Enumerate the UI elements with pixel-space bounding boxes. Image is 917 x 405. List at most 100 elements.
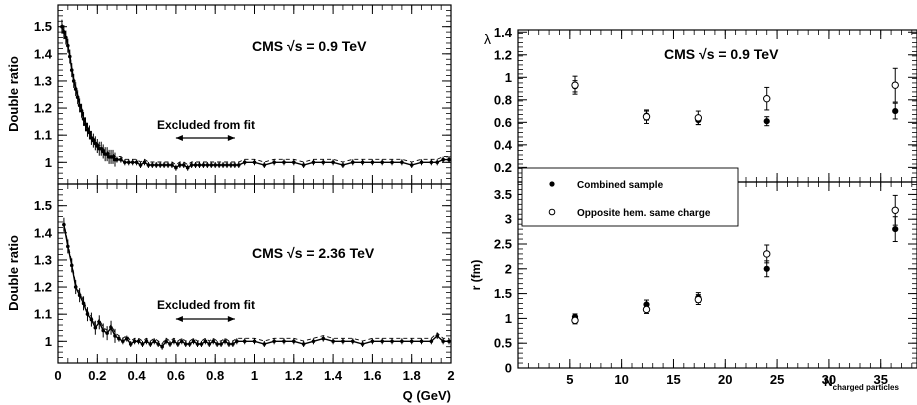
bottom-left-y-ticks: 1 1.1 1.2 1.3 1.4 1.5: [34, 189, 451, 364]
data-point: [272, 160, 276, 165]
data-point: [179, 339, 184, 344]
data-point: [331, 339, 335, 344]
radius-data-points: [571, 194, 899, 325]
data-point: [197, 163, 202, 167]
data-point: [60, 24, 64, 29]
data-point: [181, 163, 186, 167]
top-left-excluded-arrow: [175, 135, 235, 141]
x-tick-label: 1.4: [324, 368, 343, 383]
y-tick-label: 1: [45, 155, 52, 170]
opposite-hem-point: [571, 316, 579, 325]
arrow-head-right: [227, 135, 235, 141]
data-point: [301, 342, 306, 346]
data-point: [390, 339, 394, 344]
data-point: [419, 160, 424, 165]
double-ratio-bottom-panel: 1 1.1 1.2 1.3 1.4 1.5 0 0.2 0.4 0.6 0.8 1 1.2 1.4 1.6…: [6, 183, 455, 403]
data-point: [93, 141, 98, 146]
data-point: [350, 160, 355, 165]
data-point: [162, 163, 166, 167]
y-tick-label: 1.2: [494, 47, 512, 62]
x-tick-label: 30: [822, 372, 836, 387]
x-tick-label: 20: [718, 372, 732, 387]
data-point: [85, 127, 90, 132]
data-point: [242, 160, 247, 165]
x-tick-label: 1.8: [403, 368, 421, 383]
y-tick-label: 1: [45, 334, 52, 349]
combined-sample-point: [892, 107, 899, 115]
x-tick-label: 1.6: [363, 368, 381, 383]
y-tick-label: 0: [505, 361, 512, 376]
data-point: [130, 160, 135, 165]
data-point: [146, 163, 151, 167]
data-point: [213, 163, 217, 167]
data-point: [400, 160, 404, 165]
data-point: [150, 163, 155, 167]
data-point: [93, 325, 98, 330]
y-tick-label: 1.4: [34, 225, 53, 240]
data-point: [115, 157, 119, 162]
data-point: [172, 339, 176, 344]
data-point: [341, 163, 345, 167]
x-tick-label: 35: [873, 372, 887, 387]
x-tick-label: 25: [770, 372, 784, 387]
data-point: [85, 312, 90, 316]
x-tick-label: 10: [614, 372, 628, 387]
x-tick-label: 15: [666, 372, 680, 387]
data-point: [311, 339, 316, 344]
data-point: [140, 342, 145, 346]
data-point: [66, 244, 70, 249]
data-point: [233, 163, 237, 167]
data-point: [144, 339, 149, 344]
top-left-y-axis-label: Double ratio: [6, 56, 21, 132]
opposite-hem-point: [891, 81, 899, 89]
data-point: [203, 339, 208, 344]
y-tick-label: 1.1: [34, 307, 52, 322]
data-point: [187, 342, 192, 346]
data-point: [441, 157, 445, 162]
legend: Combined sample Opposite hem. same charg…: [521, 167, 739, 227]
data-point: [193, 163, 198, 167]
bottom-left-plot-frame: [57, 183, 452, 364]
data-point: [101, 328, 105, 333]
data-point: [64, 35, 68, 40]
legend-item-opposite: Opposite hem. same charge: [577, 208, 711, 219]
data-point: [128, 342, 133, 346]
data-point: [252, 160, 257, 165]
combined-sample-point: [892, 226, 899, 233]
data-point: [201, 163, 206, 167]
data-point: [160, 344, 164, 349]
arrow-head-left: [175, 316, 183, 322]
data-point: [229, 163, 233, 167]
data-point: [69, 263, 74, 268]
fit-band-upper: [63, 221, 449, 345]
legend-box: [521, 167, 739, 227]
data-point: [380, 160, 385, 165]
data-point: [195, 342, 200, 346]
lambda-y-axis-label: λ: [484, 31, 491, 47]
data-point: [168, 342, 172, 346]
data-point: [105, 152, 109, 156]
y-tick-label: 1.3: [34, 252, 52, 267]
lambda-y-ticks: 0.2 0.4 0.6 0.8 1 1.2 1.4: [494, 25, 917, 183]
data-point: [77, 293, 82, 297]
data-point: [73, 285, 78, 289]
bottom-left-y-axis-label: Double ratio: [6, 235, 21, 311]
data-point: [166, 163, 170, 167]
data-point: [209, 163, 214, 167]
data-point: [441, 339, 445, 344]
top-left-excluded-label: Excluded from fit: [157, 118, 255, 132]
data-point: [292, 339, 296, 344]
data-point: [81, 117, 86, 121]
data-point: [191, 339, 196, 344]
bottom-left-x-ticks: 0 0.2 0.4 0.6 0.8 1 1.2 1.4 1.6 1.8 2: [54, 184, 455, 383]
data-point: [77, 103, 82, 108]
x-tick-label: 1: [251, 368, 258, 383]
data-point: [142, 160, 147, 165]
fit-line: [63, 224, 449, 348]
y-tick-label: 1.3: [34, 73, 52, 88]
data-point: [66, 43, 70, 48]
x-tick-label: 2: [447, 368, 454, 383]
x-tick-label: 0.4: [128, 368, 147, 383]
y-tick-label: 1.2: [34, 280, 52, 295]
data-point: [89, 136, 94, 140]
